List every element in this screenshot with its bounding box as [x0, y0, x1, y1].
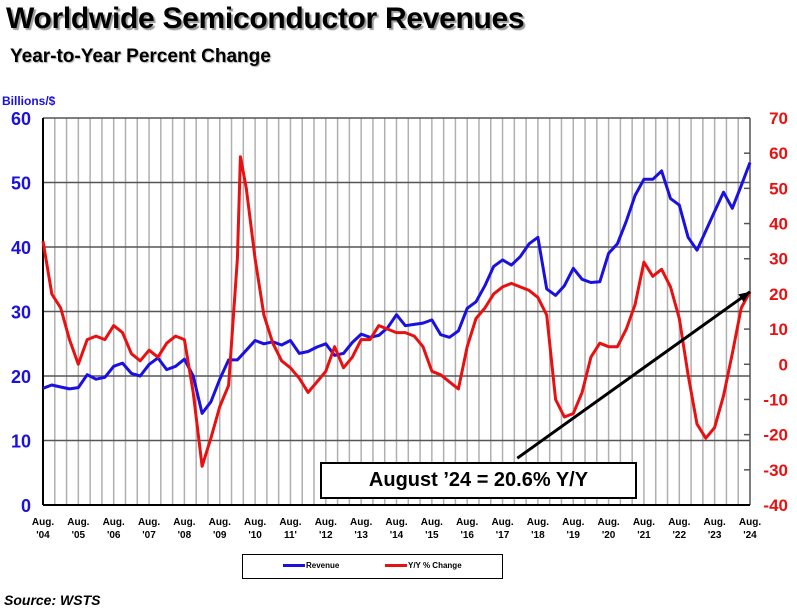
left-axis-tick-label: 20: [11, 367, 31, 387]
x-axis-tick-label: Aug.: [704, 517, 726, 528]
right-axis-tick-label: 70: [769, 109, 788, 128]
left-axis-tick-label: 60: [11, 109, 31, 129]
x-axis-tick-label: Aug.: [421, 517, 443, 528]
x-axis-tick-label: '07: [142, 530, 156, 541]
x-axis-tick-label: Aug.: [456, 517, 478, 528]
annotation-arrowhead-icon: [738, 291, 750, 303]
source-note: Source: WSTS: [4, 592, 101, 608]
left-axis-tick-label: 10: [11, 432, 31, 452]
x-axis-tick-label: Aug.: [350, 517, 372, 528]
x-axis-tick-label: '10: [248, 530, 262, 541]
right-axis-tick-label: -20: [763, 426, 788, 445]
legend-swatch-revenue: [283, 564, 305, 567]
right-axis-tick-label: 10: [769, 320, 788, 339]
revenue-line: [42, 161, 752, 415]
x-axis-tick-label: Aug.: [491, 517, 513, 528]
x-axis-tick-label: '18: [531, 530, 545, 541]
x-axis-tick-label: Aug.: [138, 517, 160, 528]
x-axis-tick-label: '21: [637, 530, 651, 541]
x-axis-tick-label: '15: [425, 530, 439, 541]
x-axis-tick-label: '14: [390, 530, 404, 541]
right-axis-tick-label: 20: [769, 285, 788, 304]
x-axis-tick-label: '13: [354, 530, 368, 541]
x-axis-tick-label: '22: [673, 530, 687, 541]
x-axis-tick-label: 11': [284, 530, 297, 541]
right-axis-tick-label: 30: [769, 250, 788, 269]
chart-subtitle: Year-to-Year Percent Change: [10, 46, 271, 67]
x-axis-tick-label: '05: [72, 530, 86, 541]
x-axis-tick-label: '20: [602, 530, 616, 541]
yoy-change-line: [41, 155, 752, 468]
x-axis-tick-label: Aug.: [67, 517, 89, 528]
x-axis-tick-label: '09: [213, 530, 227, 541]
x-axis-tick-label: Aug.: [32, 517, 54, 528]
left-axis-tick-label: 40: [11, 238, 31, 258]
legend: Revenue Y/Y % Change: [242, 554, 503, 579]
x-axis-tick-label: Aug.: [244, 517, 266, 528]
right-axis-tick-label: -30: [763, 461, 788, 480]
x-axis-tick-label: '16: [460, 530, 474, 541]
x-axis-tick-label: Aug.: [315, 517, 337, 528]
x-axis-tick-label: Aug.: [173, 517, 195, 528]
left-axis-tick-label: 50: [11, 174, 31, 194]
legend-item-yoy: Y/Y % Change: [385, 561, 462, 570]
annotation-arrow-line: [516, 290, 751, 460]
legend-label-revenue: Revenue: [306, 561, 340, 570]
legend-label-yoy: Y/Y % Change: [408, 561, 462, 570]
x-axis-tick-label: '04: [36, 530, 50, 541]
right-axis-tick-label: 40: [769, 215, 788, 234]
left-axis-label: Billions/$: [2, 94, 56, 108]
right-axis-tick-label: -40: [763, 496, 788, 515]
annotation-box: August ’24 = 20.6% Y/Y: [320, 462, 637, 499]
left-axis-tick-label: 30: [11, 303, 31, 323]
x-axis-tick-label: '06: [107, 530, 121, 541]
legend-item-revenue: Revenue: [283, 561, 339, 570]
x-axis-tick-label: Aug.: [597, 517, 619, 528]
legend-swatch-yoy: [385, 564, 407, 567]
x-axis-tick-label: '24: [743, 530, 757, 541]
right-axis-tick-label: 60: [769, 144, 788, 163]
x-axis-tick-label: Aug.: [103, 517, 125, 528]
left-axis-tick-label: 0: [21, 496, 31, 516]
chart-title: Worldwide Semiconductor Revenues: [6, 2, 525, 35]
x-axis-tick-label: Aug.: [527, 517, 549, 528]
x-axis-tick-label: Aug.: [633, 517, 655, 528]
x-axis-tick-label: '08: [178, 530, 192, 541]
x-axis-tick-label: '23: [708, 530, 722, 541]
right-axis-tick-label: -10: [763, 390, 788, 409]
x-axis-tick-label: '19: [566, 530, 580, 541]
x-axis-tick-label: Aug.: [668, 517, 690, 528]
x-axis-tick-label: '12: [319, 530, 333, 541]
x-axis-tick-label: Aug.: [385, 517, 407, 528]
x-axis-tick-label: Aug.: [279, 517, 301, 528]
x-axis-tick-label: Aug.: [562, 517, 584, 528]
right-axis-tick-label: 0: [779, 355, 788, 374]
right-axis-tick-label: 50: [769, 179, 788, 198]
x-axis-tick-label: '17: [496, 530, 510, 541]
x-axis-tick-label: Aug.: [739, 517, 761, 528]
x-axis-tick-label: Aug.: [209, 517, 231, 528]
